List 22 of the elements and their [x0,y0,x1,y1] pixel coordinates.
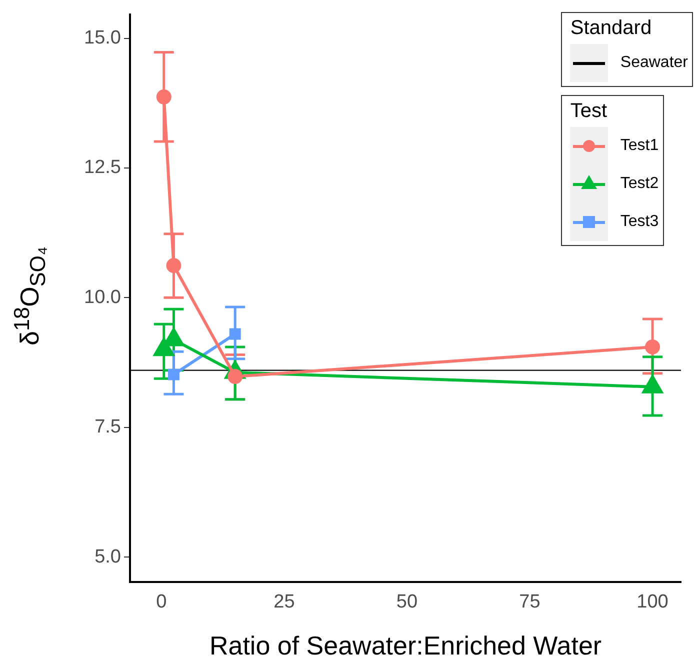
x-tick-label: 0 [156,592,167,613]
x-tick-label: 75 [519,592,540,613]
x-tick-label: 25 [274,592,295,613]
x-tick-label: 100 [636,592,668,613]
point [229,328,241,340]
point [168,368,180,380]
annotation: Standard [570,17,653,40]
x-axis-title: Ratio of Seawater:Enriched Water [209,630,602,661]
point [156,89,172,104]
legend-label: Test2 [620,175,659,193]
legend-label: Test1 [620,137,659,155]
y-tick-label: 15.0 [84,28,121,48]
x-tick-label: 50 [396,592,418,613]
point [645,339,660,354]
y-tick-label: 10.0 [84,286,121,308]
point [166,258,182,274]
y-tick-label: 7.5 [94,416,121,438]
y-tick-label: 12.5 [84,157,121,178]
legend-title: Test [570,100,608,123]
legend-label: Test3 [620,213,659,231]
y-tick-label: 5.0 [94,546,121,568]
legend-label: Seawater [620,54,688,72]
